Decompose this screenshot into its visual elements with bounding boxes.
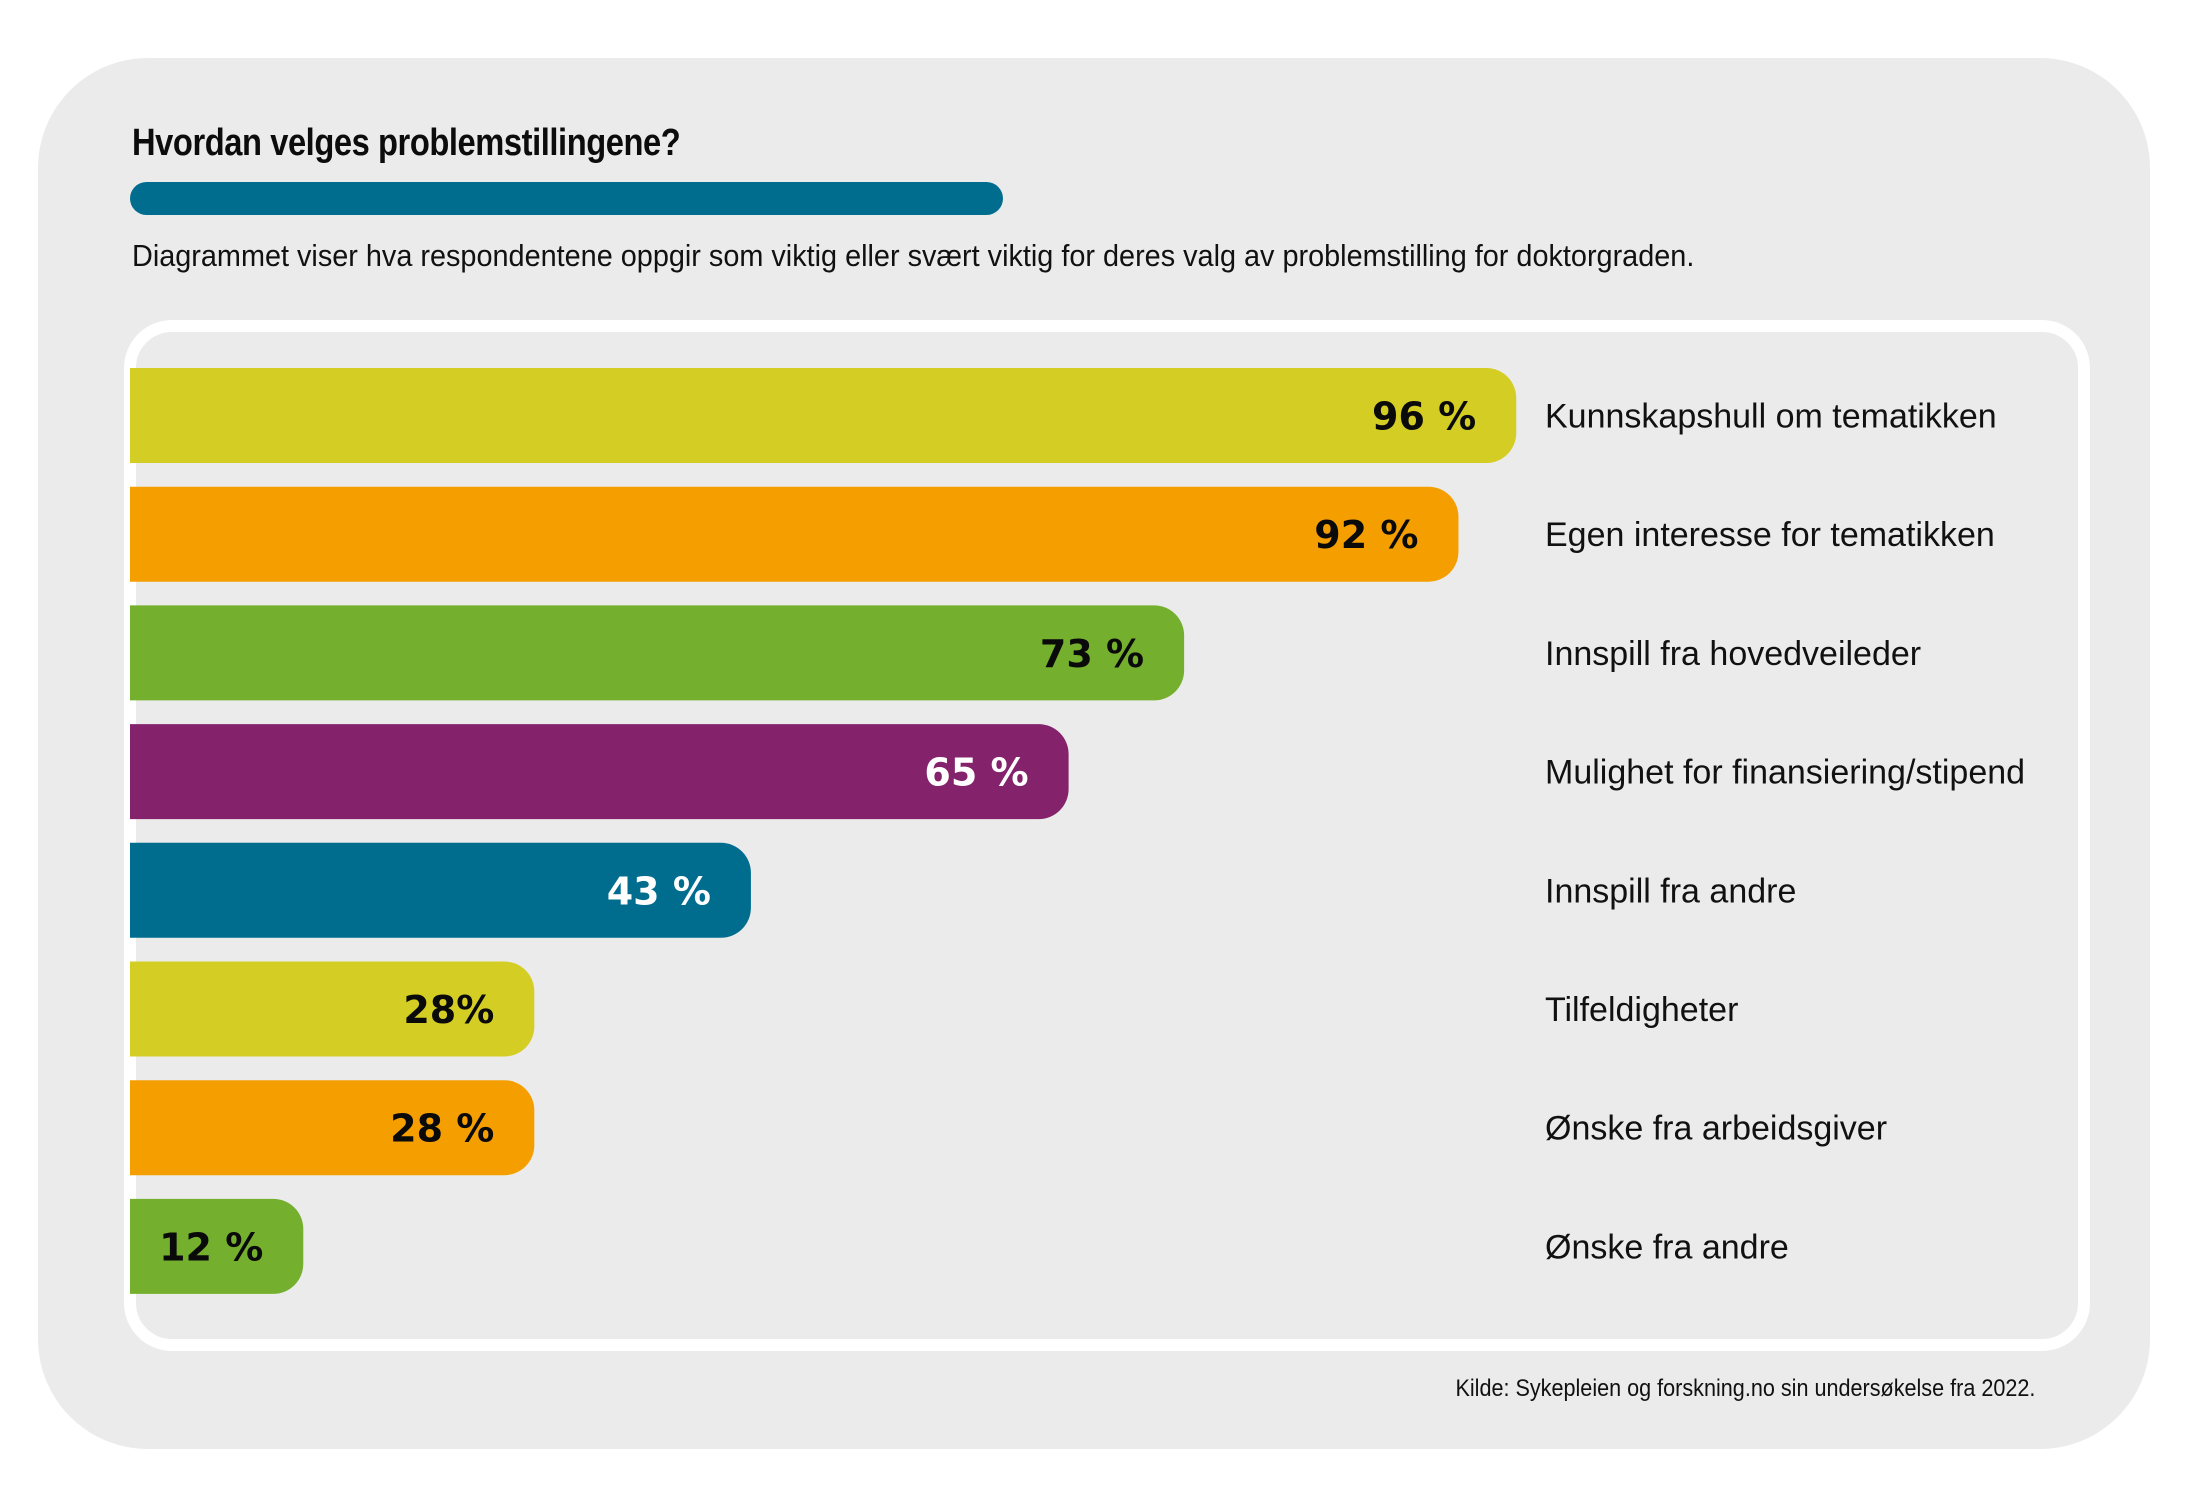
category-label: Kunnskapshull om tematikken (1545, 398, 1997, 436)
source-note: Kilde: Sykepleien og forskning.no sin un… (1455, 1375, 2035, 1402)
bar-value-label: 92 % (1314, 513, 1418, 557)
bar-2 (130, 486, 1459, 582)
bar-value-label: 96 % (1372, 395, 1476, 439)
bar-value-label: 28 % (390, 1107, 494, 1151)
bar-8 (130, 1198, 304, 1294)
bar-3 (130, 605, 1185, 701)
bar-value-label: 43 % (607, 869, 711, 913)
category-label: Innspill fra hovedveileder (1545, 635, 1921, 673)
title-accent-bar (130, 182, 1003, 215)
bar-value-label: 73 % (1040, 632, 1144, 676)
bar-value-label: 28% (403, 988, 494, 1032)
bar-7 (130, 1080, 535, 1176)
chart-title: Hvordan velges problemstillingene? (132, 122, 681, 164)
bar-5 (130, 842, 751, 938)
category-label: Egen interesse for tematikken (1545, 516, 1995, 554)
bars-group: 96 % Kunnskapshull om tematikken 92 % Egen … (130, 368, 2025, 1294)
category-label: Mulighet for finansiering/stipend (1545, 754, 2025, 792)
bar-value-label: 12 % (159, 1225, 263, 1269)
category-label: Innspill fra andre (1545, 872, 1796, 910)
category-label: Tilfeldigheter (1545, 991, 1738, 1029)
category-label: Ønske fra arbeidsgiver (1545, 1110, 1887, 1148)
bar-1 (130, 368, 1517, 463)
bar-value-label: 65 % (924, 751, 1028, 795)
chart-subtitle: Diagrammet viser hva respondentene oppgi… (132, 238, 1695, 273)
category-label: Ønske fra andre (1545, 1228, 1789, 1266)
bar-6 (130, 961, 535, 1057)
bar-4 (130, 724, 1069, 820)
